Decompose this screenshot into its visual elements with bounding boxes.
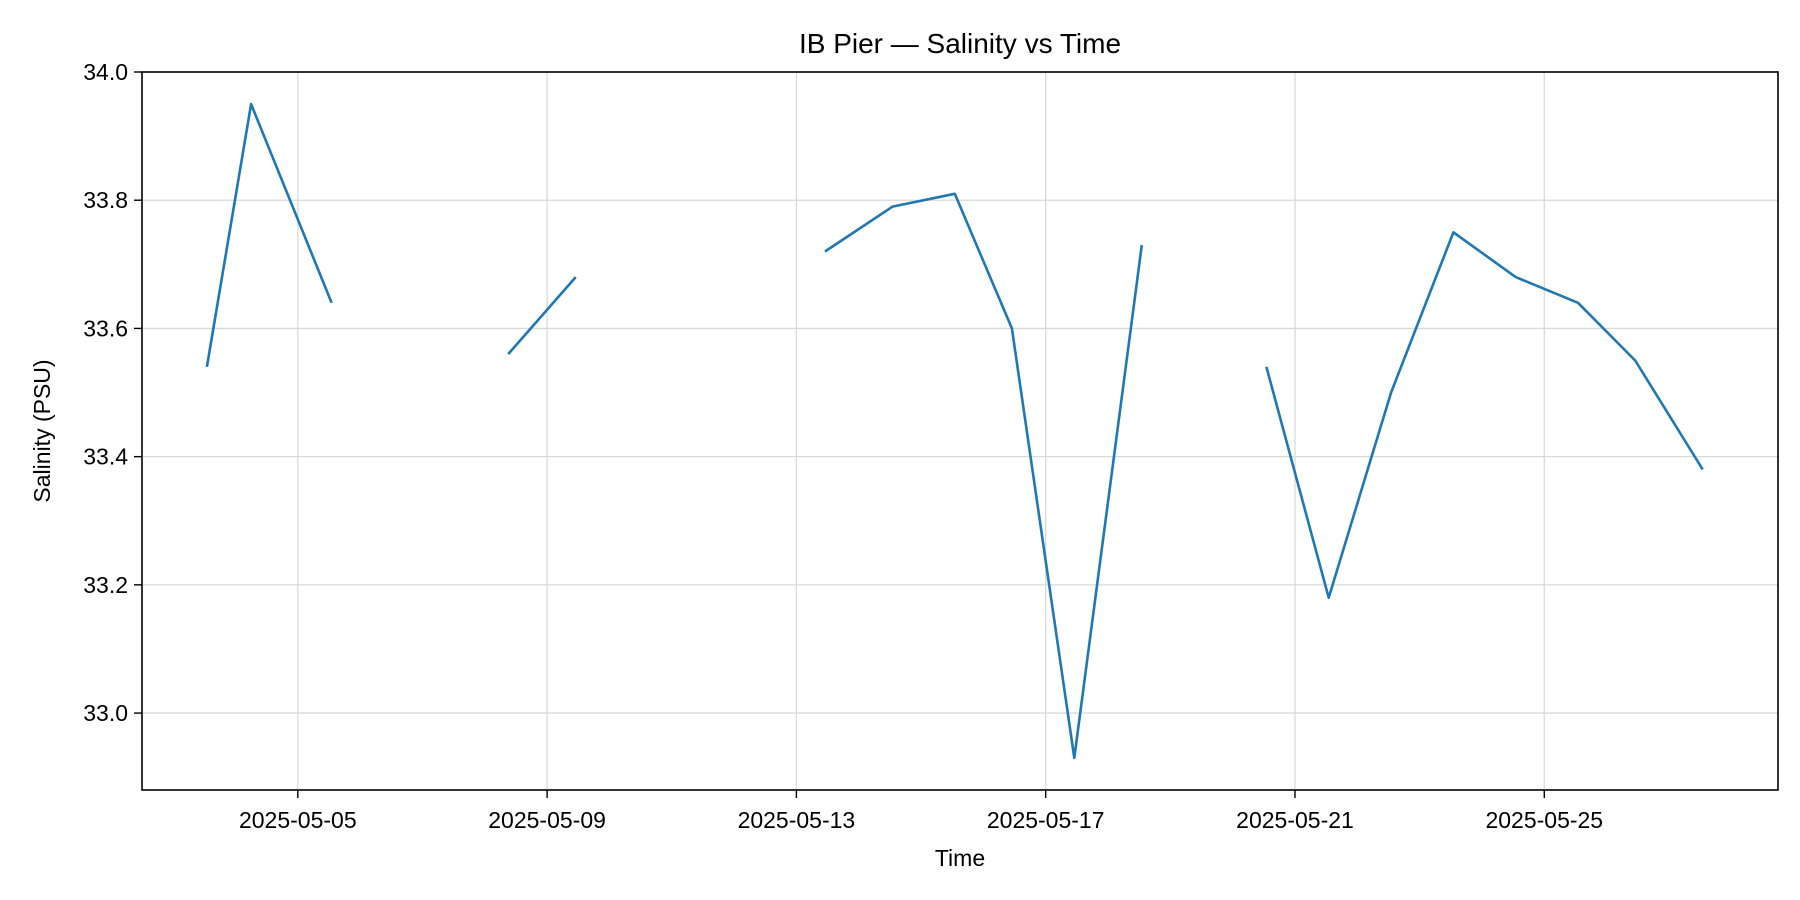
y-axis-ticks: 33.0 33.2 33.4 33.6 33.8 34.0 [83, 59, 142, 726]
y-axis-label: Salinity (PSU) [29, 359, 55, 502]
chart-title: IB Pier — Salinity vs Time [799, 28, 1121, 59]
series-layer [205, 102, 1704, 760]
series-line-segment-1 [205, 102, 333, 368]
y-tick-label: 33.0 [83, 700, 128, 726]
x-tick-label: 2025-05-05 [239, 807, 357, 833]
y-tick-label: 33.4 [83, 444, 128, 470]
x-axis-ticks: 2025-05-05 2025-05-09 2025-05-13 2025-05-17… [239, 790, 1603, 833]
x-tick-label: 2025-05-25 [1485, 807, 1603, 833]
x-tick-label: 2025-05-13 [738, 807, 856, 833]
x-axis-label: Time [935, 845, 985, 871]
x-tick-label: 2025-05-09 [488, 807, 606, 833]
y-tick-label: 33.8 [83, 187, 128, 213]
grid [142, 71, 1778, 790]
series-line-segment-2 [507, 276, 577, 355]
y-tick-label: 33.6 [83, 315, 128, 341]
x-tick-label: 2025-05-21 [1236, 807, 1354, 833]
series-line-segment-3 [824, 192, 1144, 760]
y-tick-label: 33.2 [83, 572, 128, 598]
series-line-segment-4 [1265, 231, 1704, 600]
y-tick-label: 34.0 [83, 59, 128, 85]
x-tick-label: 2025-05-17 [987, 807, 1105, 833]
plot-frame [141, 71, 1779, 791]
